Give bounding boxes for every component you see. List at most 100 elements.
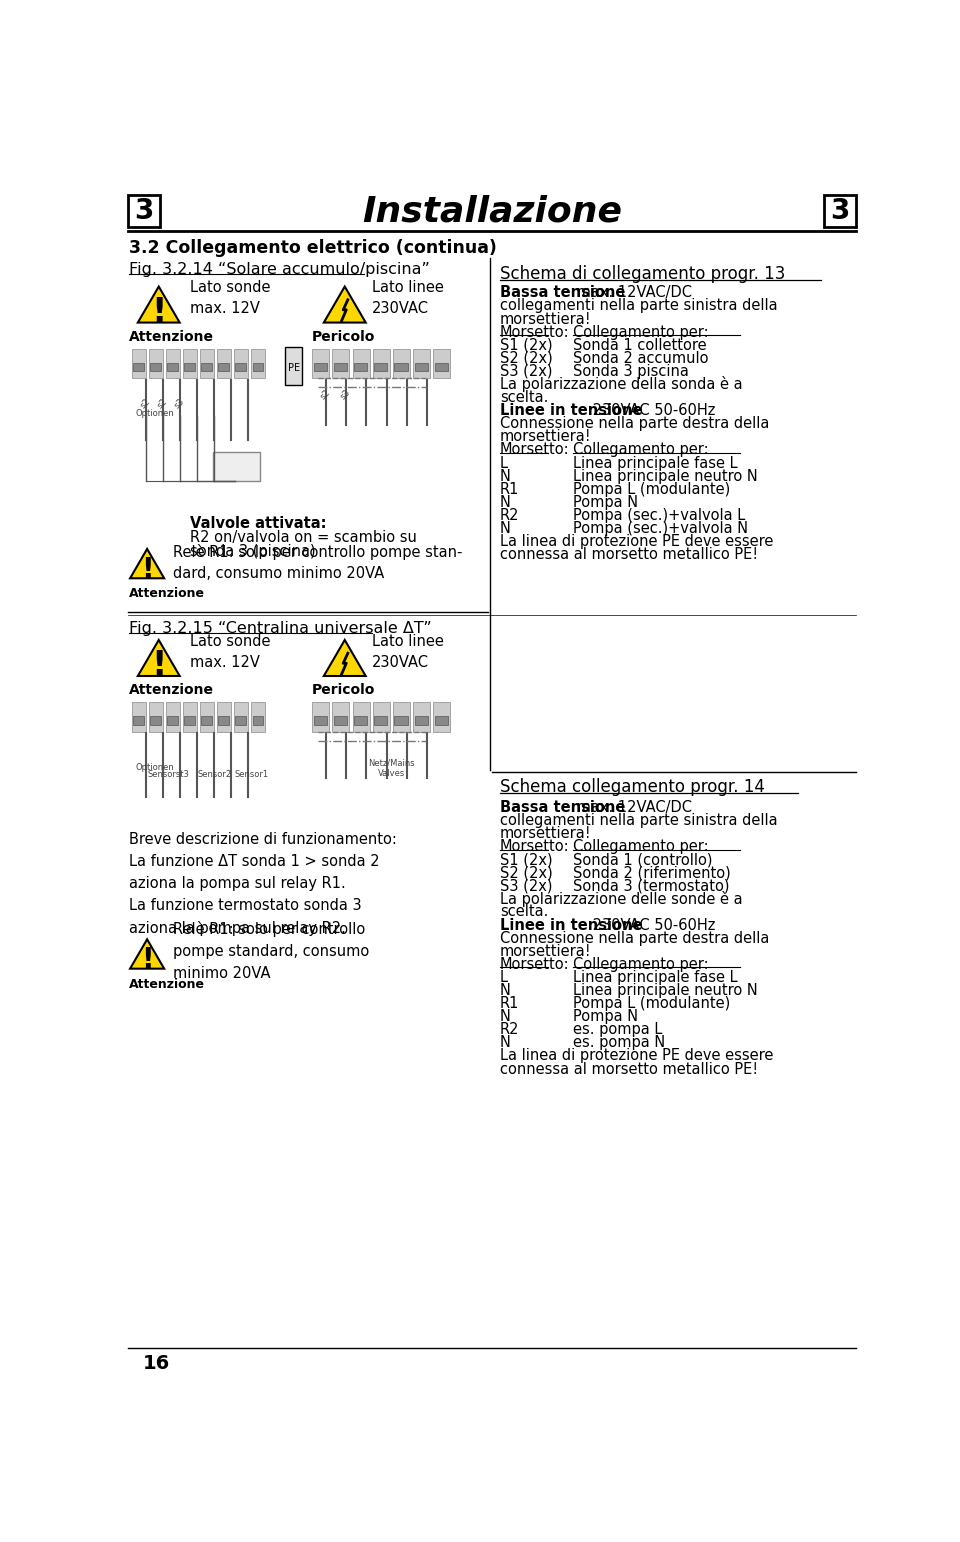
Text: Fig. 3.2.14 “Solare accumulo/piscina”: Fig. 3.2.14 “Solare accumulo/piscina” bbox=[130, 262, 430, 278]
Text: Linee in tensione: Linee in tensione bbox=[500, 917, 642, 933]
FancyBboxPatch shape bbox=[413, 703, 430, 732]
FancyBboxPatch shape bbox=[184, 362, 195, 372]
Text: R2 on/valvola on = scambio su: R2 on/valvola on = scambio su bbox=[190, 530, 417, 544]
FancyBboxPatch shape bbox=[415, 362, 427, 372]
FancyBboxPatch shape bbox=[149, 703, 162, 732]
Text: Linea principale neutro N: Linea principale neutro N bbox=[573, 469, 758, 484]
FancyBboxPatch shape bbox=[132, 348, 146, 378]
FancyBboxPatch shape bbox=[252, 362, 263, 372]
FancyBboxPatch shape bbox=[334, 717, 348, 725]
Text: morsettiera!: morsettiera! bbox=[500, 827, 591, 840]
Text: La polarizzazione delle sonde è a: La polarizzazione delle sonde è a bbox=[500, 891, 742, 907]
FancyBboxPatch shape bbox=[314, 717, 327, 725]
FancyBboxPatch shape bbox=[213, 452, 259, 481]
Text: 230VAC 50-60Hz: 230VAC 50-60Hz bbox=[588, 917, 715, 933]
Text: Connessione nella parte destra della: Connessione nella parte destra della bbox=[500, 931, 769, 945]
FancyBboxPatch shape bbox=[200, 703, 214, 732]
Text: R1: R1 bbox=[500, 481, 519, 497]
Text: Lato sonde
max. 12V: Lato sonde max. 12V bbox=[190, 281, 271, 316]
Text: s2: s2 bbox=[319, 387, 332, 401]
FancyBboxPatch shape bbox=[433, 703, 450, 732]
FancyBboxPatch shape bbox=[202, 717, 212, 725]
FancyBboxPatch shape bbox=[393, 348, 410, 378]
FancyBboxPatch shape bbox=[166, 703, 180, 732]
Text: Schema collegamento progr. 14: Schema collegamento progr. 14 bbox=[500, 779, 764, 796]
FancyBboxPatch shape bbox=[374, 717, 388, 725]
Text: Attenzione: Attenzione bbox=[130, 586, 205, 600]
FancyBboxPatch shape bbox=[251, 348, 265, 378]
FancyBboxPatch shape bbox=[312, 703, 329, 732]
Text: S2 (2x): S2 (2x) bbox=[500, 865, 553, 880]
Text: collegamenti nella parte sinistra della: collegamenti nella parte sinistra della bbox=[500, 813, 778, 828]
FancyBboxPatch shape bbox=[352, 703, 370, 732]
FancyBboxPatch shape bbox=[234, 348, 248, 378]
Text: scelta.: scelta. bbox=[500, 390, 548, 406]
Text: N: N bbox=[500, 1035, 511, 1050]
FancyBboxPatch shape bbox=[251, 703, 265, 732]
Text: sonda 3 (piscina): sonda 3 (piscina) bbox=[190, 544, 316, 558]
Text: S3 (2x): S3 (2x) bbox=[500, 364, 552, 379]
FancyBboxPatch shape bbox=[435, 717, 447, 725]
Text: Sonda 3 (termostato): Sonda 3 (termostato) bbox=[573, 879, 730, 893]
Text: Bassa tensione: Bassa tensione bbox=[500, 800, 625, 814]
Text: Attenzione: Attenzione bbox=[130, 330, 214, 344]
Text: Pompa (sec.)+valvola L: Pompa (sec.)+valvola L bbox=[573, 507, 746, 523]
Text: Breve descrizione di funzionamento:
La funzione ΔT sonda 1 > sonda 2
aziona la p: Breve descrizione di funzionamento: La f… bbox=[130, 831, 397, 936]
Text: s3: s3 bbox=[173, 396, 186, 410]
Polygon shape bbox=[130, 939, 164, 968]
Text: Sensor1: Sensor1 bbox=[234, 771, 269, 779]
FancyBboxPatch shape bbox=[334, 362, 348, 372]
Text: La linea di protezione PE deve essere: La linea di protezione PE deve essere bbox=[500, 1049, 773, 1064]
Text: s2: s2 bbox=[156, 396, 169, 410]
Text: Netz/Mains
Valves: Netz/Mains Valves bbox=[368, 759, 415, 779]
FancyBboxPatch shape bbox=[132, 703, 146, 732]
FancyBboxPatch shape bbox=[435, 362, 447, 372]
Text: !: ! bbox=[141, 947, 154, 975]
Text: morsettiera!: morsettiera! bbox=[500, 429, 591, 444]
Text: connessa al morsetto metallico PE!: connessa al morsetto metallico PE! bbox=[500, 547, 757, 563]
Text: Linea principale neutro N: Linea principale neutro N bbox=[573, 982, 758, 998]
Text: Attenzione: Attenzione bbox=[130, 978, 205, 992]
FancyBboxPatch shape bbox=[413, 348, 430, 378]
Text: Schema di collegamento progr. 13: Schema di collegamento progr. 13 bbox=[500, 265, 785, 282]
Text: collegamenti nella parte sinistra della: collegamenti nella parte sinistra della bbox=[500, 299, 778, 313]
FancyBboxPatch shape bbox=[352, 348, 370, 378]
Text: L: L bbox=[500, 970, 508, 985]
FancyBboxPatch shape bbox=[133, 717, 144, 725]
FancyBboxPatch shape bbox=[395, 717, 408, 725]
Polygon shape bbox=[324, 640, 366, 675]
Text: Bassa tensione: Bassa tensione bbox=[500, 285, 625, 301]
FancyBboxPatch shape bbox=[167, 362, 179, 372]
FancyBboxPatch shape bbox=[217, 703, 230, 732]
Text: !: ! bbox=[151, 296, 166, 328]
FancyBboxPatch shape bbox=[374, 362, 388, 372]
Text: Pericolo: Pericolo bbox=[312, 330, 375, 344]
FancyBboxPatch shape bbox=[415, 717, 427, 725]
FancyBboxPatch shape bbox=[149, 348, 162, 378]
FancyBboxPatch shape bbox=[200, 348, 214, 378]
Text: Sonda 3 piscina: Sonda 3 piscina bbox=[573, 364, 689, 379]
Text: Collegamento per:: Collegamento per: bbox=[573, 956, 709, 971]
Text: Morsetto:: Morsetto: bbox=[500, 839, 569, 854]
Text: Relè R1: solo per controllo pompe stan-
dard, consumo minimo 20VA: Relè R1: solo per controllo pompe stan- … bbox=[173, 544, 462, 581]
Text: Pompa (sec.)+valvola N: Pompa (sec.)+valvola N bbox=[573, 521, 749, 537]
Text: 16: 16 bbox=[143, 1354, 171, 1372]
Text: max. 12VAC/DC: max. 12VAC/DC bbox=[572, 800, 692, 814]
FancyBboxPatch shape bbox=[150, 362, 161, 372]
Text: Collegamento per:: Collegamento per: bbox=[573, 443, 709, 458]
FancyBboxPatch shape bbox=[219, 362, 229, 372]
Text: Connessione nella parte destra della: Connessione nella parte destra della bbox=[500, 416, 769, 432]
Text: Morsetto:: Morsetto: bbox=[500, 956, 569, 971]
Text: Relè R1: solo per controllo
pompe standard, consumo
minimo 20VA: Relè R1: solo per controllo pompe standa… bbox=[173, 921, 369, 981]
FancyBboxPatch shape bbox=[393, 703, 410, 732]
Polygon shape bbox=[138, 287, 180, 322]
Text: scelta.: scelta. bbox=[500, 905, 548, 919]
FancyBboxPatch shape bbox=[234, 703, 248, 732]
Text: connessa al morsetto metallico PE!: connessa al morsetto metallico PE! bbox=[500, 1061, 757, 1076]
Text: 3: 3 bbox=[134, 197, 154, 225]
FancyBboxPatch shape bbox=[252, 717, 263, 725]
Text: Attenzione: Attenzione bbox=[130, 683, 214, 697]
FancyBboxPatch shape bbox=[150, 717, 161, 725]
Text: Fig. 3.2.15 “Centralina universale ΔT”: Fig. 3.2.15 “Centralina universale ΔT” bbox=[130, 621, 432, 635]
Text: !: ! bbox=[141, 557, 154, 584]
